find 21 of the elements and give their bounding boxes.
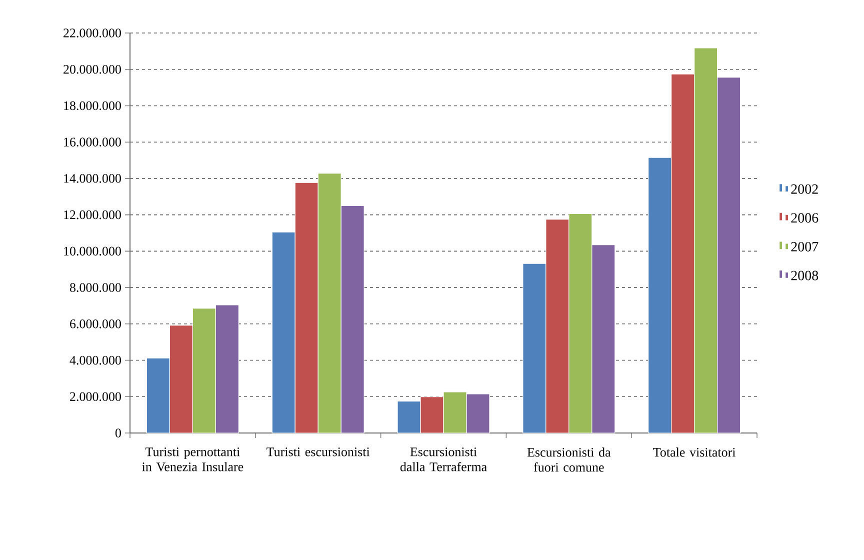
y-tick-label: 18.000.000 <box>64 101 121 110</box>
x-tick-label: Turisti escursionisti <box>266 448 370 456</box>
x-tick-label: Turisti pernottanti in Venezia Insulare <box>142 448 244 472</box>
legend-label: 2002 <box>791 184 818 194</box>
y-tick-label: 14.000.000 <box>64 174 121 183</box>
y-tick-label: 6.000.000 <box>70 319 121 328</box>
y-tick-label: 22.000.000 <box>64 28 121 38</box>
y-tick-label: 4.000.000 <box>70 356 121 365</box>
legend-label: 2007 <box>791 242 818 252</box>
x-tick-label: Escursionisti dalla Terraferma <box>400 448 487 472</box>
y-tick-label: 10.000.000 <box>64 246 121 256</box>
x-tick-label: Totale visitatori <box>653 448 736 457</box>
x-tick-label: Escursionisti da fuori comune <box>527 448 611 472</box>
y-tick-label: 0 <box>115 428 121 438</box>
legend-label: 2006 <box>791 213 818 223</box>
y-tick-label: 12.000.000 <box>64 210 121 220</box>
y-tick-label: 2.000.000 <box>70 392 121 402</box>
legend-label: 2008 <box>791 270 818 280</box>
y-tick-label: 20.000.000 <box>64 64 121 74</box>
y-tick-label: 8.000.000 <box>70 283 121 292</box>
y-tick-label: 16.000.000 <box>64 138 121 147</box>
